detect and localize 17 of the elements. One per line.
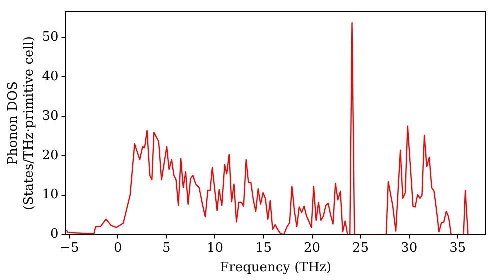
- y-tick-label: 50: [42, 30, 59, 46]
- x-tick-label: 35: [450, 240, 466, 256]
- y-axis-title: Phonon DOS (States/THz·primitive cell): [6, 36, 37, 210]
- x-tick-label: 25: [352, 240, 370, 256]
- y-tick-label: 10: [42, 188, 59, 203]
- x-tick-label: 30: [401, 240, 418, 256]
- x-tick-label: 5: [162, 240, 171, 256]
- x-axis-title: Frequency (THz): [220, 260, 332, 276]
- x-tick-label: 20: [304, 240, 321, 256]
- y-tick-label: 40: [42, 69, 59, 84]
- x-tick-label: 0: [114, 240, 122, 256]
- y-tick-label: 0: [50, 227, 59, 242]
- y-tick-label: 30: [42, 108, 59, 124]
- y-tick-label: 20: [42, 148, 59, 164]
- x-tick-label: 10: [206, 240, 224, 256]
- x-tick-label: 15: [255, 240, 272, 256]
- x-tick-label: −5: [60, 240, 80, 256]
